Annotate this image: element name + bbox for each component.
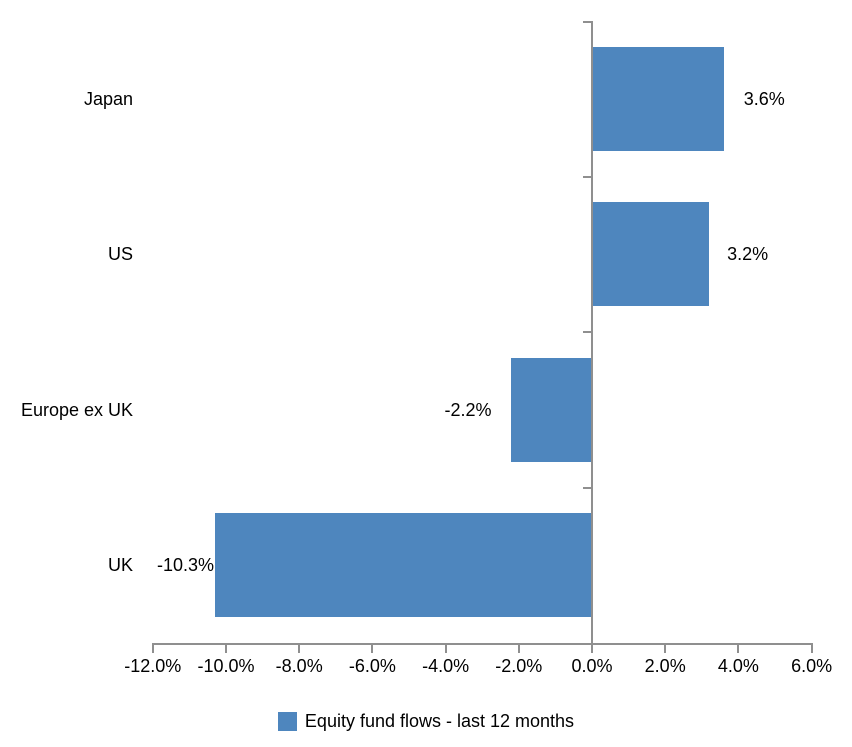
x-axis-tick-label: 4.0% xyxy=(717,656,759,676)
category-axis-tick xyxy=(583,331,591,333)
x-axis-tick xyxy=(151,643,154,653)
x-axis-line xyxy=(151,643,813,645)
x-axis-tick-label: -12.0% xyxy=(124,656,182,676)
x-axis-tick-label: -2.0% xyxy=(495,656,543,676)
bar-uk xyxy=(215,513,591,618)
x-axis-tick xyxy=(737,643,740,653)
legend-swatch xyxy=(277,711,297,731)
x-axis-tick-label: 0.0% xyxy=(571,656,613,676)
category-axis-tick xyxy=(583,175,591,178)
x-axis-tick xyxy=(298,643,301,653)
data-label: 3.6% xyxy=(743,88,785,109)
x-axis-tick xyxy=(517,643,520,653)
bar-europe-ex-uk xyxy=(511,357,591,462)
category-label: UK xyxy=(107,555,133,576)
data-label: -10.3% xyxy=(156,555,215,576)
category-label: Japan xyxy=(83,88,133,109)
data-label: 3.2% xyxy=(727,244,769,265)
x-axis-tick xyxy=(664,643,667,653)
legend: Equity fund flows - last 12 months xyxy=(0,709,852,733)
category-label: US xyxy=(107,244,133,265)
bar-us xyxy=(593,202,710,307)
value-axis-line xyxy=(591,21,593,645)
x-axis-tick xyxy=(810,643,813,653)
legend-label: Equity fund flows - last 12 months xyxy=(304,711,575,731)
data-label: -2.2% xyxy=(444,399,492,420)
x-axis-tick-label: -6.0% xyxy=(348,656,396,676)
x-axis-tick xyxy=(225,643,227,653)
x-axis-tick-label: 6.0% xyxy=(791,656,833,676)
x-axis-tick xyxy=(371,643,374,653)
x-axis-tick-label: -10.0% xyxy=(197,656,255,676)
category-label: Europe ex UK xyxy=(20,399,133,420)
x-axis-tick-label: -8.0% xyxy=(275,656,323,676)
x-axis-tick-label: 2.0% xyxy=(644,656,686,676)
category-axis-tick xyxy=(583,486,591,489)
x-axis-tick xyxy=(444,643,447,653)
category-axis-tick xyxy=(583,21,591,23)
bar-japan xyxy=(593,46,724,151)
x-axis-tick xyxy=(591,643,593,653)
x-axis-tick-label: -4.0% xyxy=(422,656,470,676)
